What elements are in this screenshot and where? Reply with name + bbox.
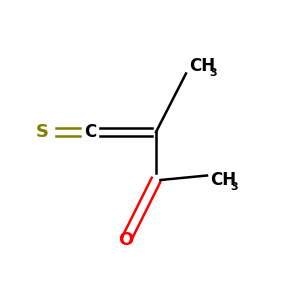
Text: C: C — [84, 123, 96, 141]
Text: CH: CH — [210, 171, 236, 189]
Text: CH: CH — [189, 57, 215, 75]
Text: 3: 3 — [209, 68, 217, 79]
Text: 3: 3 — [230, 182, 238, 193]
Text: O: O — [118, 231, 134, 249]
Text: S: S — [35, 123, 49, 141]
